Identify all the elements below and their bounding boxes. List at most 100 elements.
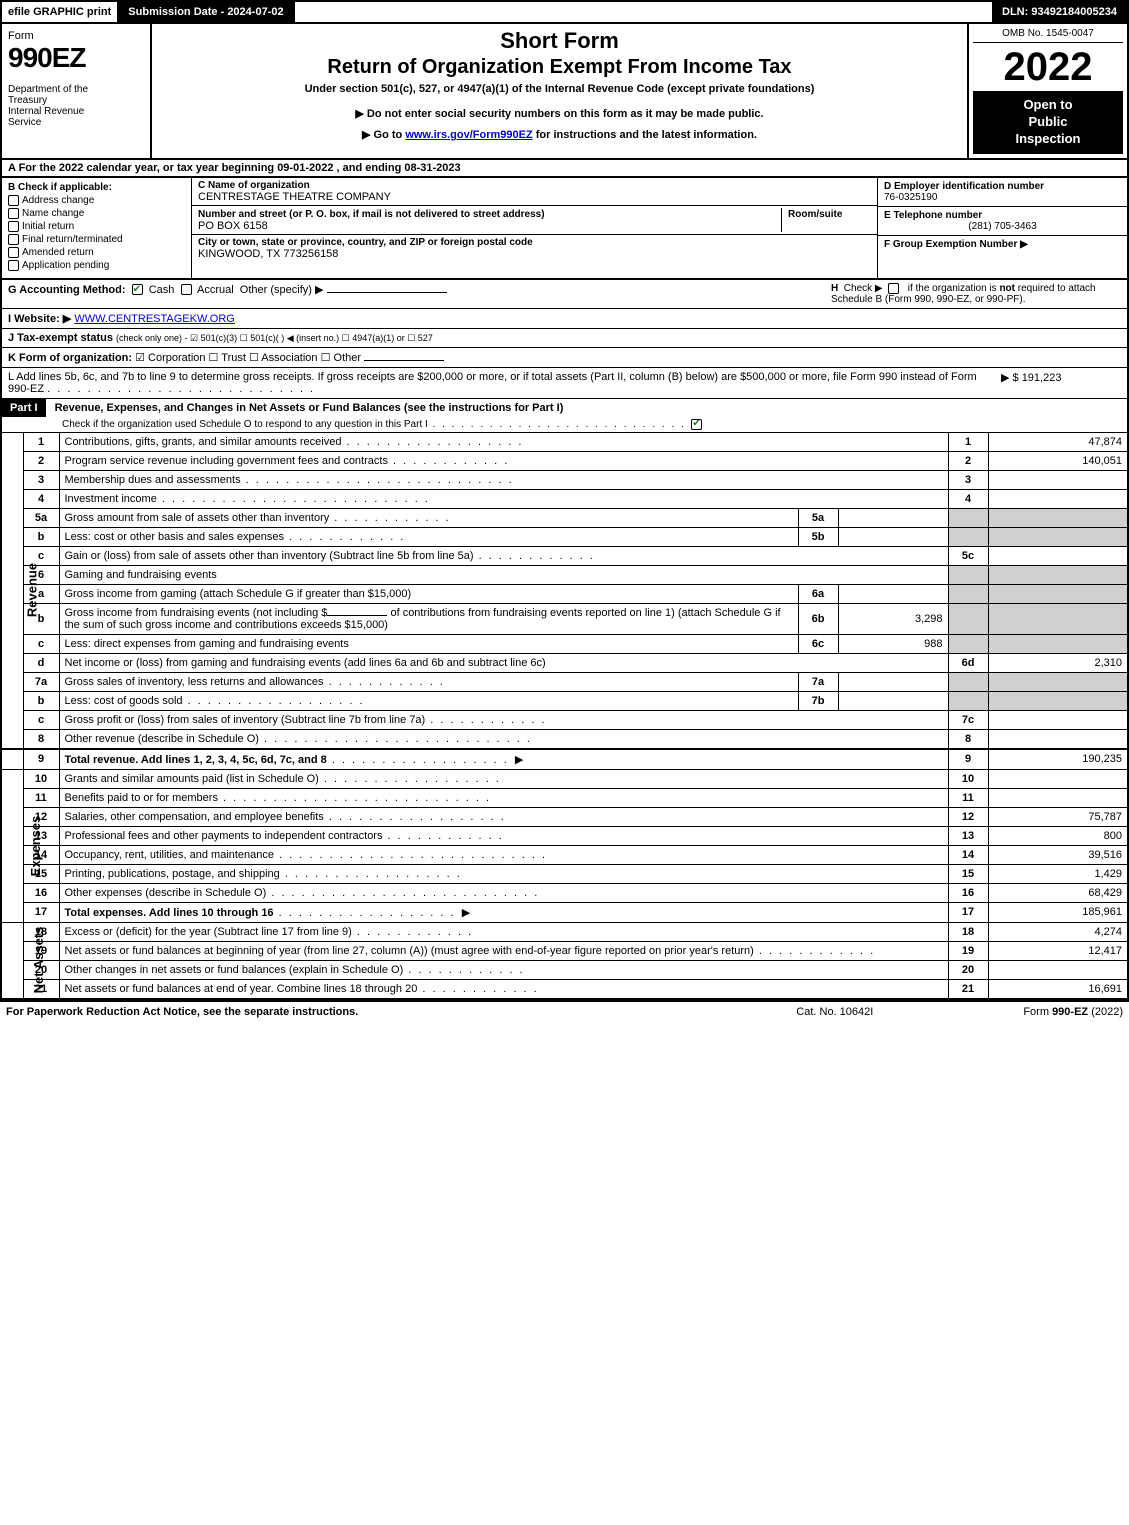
g-other-input[interactable]: [327, 292, 447, 293]
section-k: K Form of organization: ☑ Corporation ☐ …: [0, 348, 1129, 368]
dln-label: DLN: 93492184005234: [992, 2, 1127, 22]
line-3-amt: [988, 470, 1128, 489]
e-phone-value: (281) 705-3463: [884, 221, 1121, 232]
line-1-ln: 1: [948, 433, 988, 452]
line-8-amt: [988, 729, 1128, 749]
form-word: Form: [8, 30, 144, 42]
k-options: ☑ Corporation ☐ Trust ☐ Association ☐ Ot…: [135, 352, 361, 364]
line-5a-desc: Gross amount from sale of assets other t…: [65, 512, 330, 524]
section-j: J Tax-exempt status (check only one) - ☑…: [0, 329, 1129, 348]
l-amount: ▶ $ 191,223: [1001, 371, 1121, 395]
d-ein-value: 76-0325190: [884, 192, 937, 203]
part1-title: Revenue, Expenses, and Changes in Net As…: [49, 399, 570, 417]
line-9-amt: 190,235: [988, 749, 1128, 770]
c-city-value: KINGWOOD, TX 773256158: [198, 248, 871, 260]
line-16-desc: Other expenses (describe in Schedule O): [65, 887, 267, 899]
line-6a-desc: Gross income from gaming (attach Schedul…: [65, 588, 412, 600]
page-footer: For Paperwork Reduction Act Notice, see …: [0, 1000, 1129, 1022]
line-12-desc: Salaries, other compensation, and employ…: [65, 811, 324, 823]
chk-cash[interactable]: [132, 284, 143, 295]
line-17-amt: 185,961: [988, 902, 1128, 922]
line-18-amt: 4,274: [988, 922, 1128, 941]
part1-table: Revenue 1 Contributions, gifts, grants, …: [0, 433, 1129, 1000]
chk-application-pending[interactable]: Application pending: [8, 260, 185, 271]
line-5a-subval: [838, 508, 948, 527]
c-city-label: City or town, state or province, country…: [198, 237, 871, 248]
d-ein-label: D Employer identification number: [884, 181, 1044, 192]
j-options: (check only one) - ☑ 501(c)(3) ☐ 501(c)(…: [116, 333, 433, 343]
line-13-desc: Professional fees and other payments to …: [65, 830, 383, 842]
line-5c-amt: [988, 546, 1128, 565]
line-7c-desc: Gross profit or (loss) from sales of inv…: [65, 714, 426, 726]
line-1-num: 1: [23, 433, 59, 452]
line-7c-amt: [988, 710, 1128, 729]
line-14-amt: 39,516: [988, 845, 1128, 864]
irs-link[interactable]: www.irs.gov/Form990EZ: [405, 129, 532, 141]
line-2-desc: Program service revenue including govern…: [65, 455, 388, 467]
col-b-checkboxes: B Check if applicable: Address change Na…: [2, 178, 192, 278]
chk-final-return[interactable]: Final return/terminated: [8, 234, 185, 245]
line-5c-desc: Gain or (loss) from sale of assets other…: [65, 550, 474, 562]
c-name-value: CENTRESTAGE THEATRE COMPANY: [198, 191, 871, 203]
revenue-side-label: Revenue: [25, 563, 40, 617]
goto-post: for instructions and the latest informat…: [533, 129, 757, 141]
line-11-amt: [988, 788, 1128, 807]
chk-name-change[interactable]: Name change: [8, 208, 185, 219]
submission-date: Submission Date - 2024-07-02: [118, 2, 294, 22]
line-13-amt: 800: [988, 826, 1128, 845]
line-12-amt: 75,787: [988, 807, 1128, 826]
line-7b-desc: Less: cost of goods sold: [65, 695, 183, 707]
line-11-desc: Benefits paid to or for members: [65, 792, 218, 804]
line-6b-blank[interactable]: [327, 615, 387, 616]
website-link[interactable]: WWW.CENTRESTAGEKW.ORG: [74, 313, 235, 325]
short-form-title: Short Form: [162, 28, 957, 54]
line-6d-desc: Net income or (loss) from gaming and fun…: [65, 657, 546, 669]
line-6c-desc: Less: direct expenses from gaming and fu…: [65, 638, 349, 650]
header-left: Form 990EZ Department of theTreasuryInte…: [2, 24, 152, 158]
goto-instructions: ▶ Go to www.irs.gov/Form990EZ for instru…: [162, 128, 957, 141]
i-label: I Website: ▶: [8, 313, 71, 325]
block-bcdef: B Check if applicable: Address change Na…: [0, 178, 1129, 280]
line-6b-subval: 3,298: [838, 603, 948, 634]
header-center: Short Form Return of Organization Exempt…: [152, 24, 967, 158]
line-6b-desc-pre: Gross income from fundraising events (no…: [65, 607, 328, 619]
line-9-desc: Total revenue. Add lines 1, 2, 3, 4, 5c,…: [65, 754, 327, 766]
chk-address-change[interactable]: Address change: [8, 195, 185, 206]
part1-check-text: Check if the organization used Schedule …: [2, 417, 1127, 432]
line-2-amt: 140,051: [988, 451, 1128, 470]
form-ref: Form 990-EZ (2022): [1023, 1006, 1123, 1018]
line-7a-subval: [838, 672, 948, 691]
line-14-desc: Occupancy, rent, utilities, and maintena…: [65, 849, 275, 861]
b-label: B Check if applicable:: [8, 182, 185, 193]
section-i: I Website: ▶ WWW.CENTRESTAGEKW.ORG: [0, 309, 1129, 329]
chk-accrual[interactable]: [181, 284, 192, 295]
return-title: Return of Organization Exempt From Incom…: [162, 56, 957, 79]
line-10-amt: [988, 769, 1128, 788]
department-label: Department of theTreasuryInternal Revenu…: [8, 84, 144, 128]
col-c-org-info: C Name of organization CENTRESTAGE THEAT…: [192, 178, 877, 278]
cat-number: Cat. No. 10642I: [796, 1006, 873, 1018]
top-bar: efile GRAPHIC print Submission Date - 20…: [0, 0, 1129, 24]
g-label: G Accounting Method:: [8, 284, 126, 296]
line-1-amt: 47,874: [988, 433, 1128, 452]
k-label: K Form of organization:: [8, 352, 132, 364]
line-7b-subval: [838, 691, 948, 710]
chk-h[interactable]: [888, 283, 899, 294]
line-17-desc: Total expenses. Add lines 10 through 16: [65, 907, 274, 919]
part1-badge: Part I: [2, 399, 46, 417]
chk-initial-return[interactable]: Initial return: [8, 221, 185, 232]
netassets-side-label: Net Assets: [31, 927, 46, 994]
line-7a-desc: Gross sales of inventory, less returns a…: [65, 676, 324, 688]
e-phone-label: E Telephone number: [884, 210, 982, 221]
efile-label[interactable]: efile GRAPHIC print: [2, 2, 118, 22]
line-6d-amt: 2,310: [988, 653, 1128, 672]
line-6a-subval: [838, 584, 948, 603]
line-19-amt: 12,417: [988, 941, 1128, 960]
header-right: OMB No. 1545-0047 2022 Open toPublicInsp…: [967, 24, 1127, 158]
line-20-amt: [988, 960, 1128, 979]
k-other-input[interactable]: [364, 360, 444, 361]
section-gh: G Accounting Method: Cash Accrual Other …: [0, 280, 1129, 309]
chk-amended-return[interactable]: Amended return: [8, 247, 185, 258]
chk-part1-scho[interactable]: [691, 419, 702, 430]
expenses-side-label: Expenses: [28, 815, 43, 876]
